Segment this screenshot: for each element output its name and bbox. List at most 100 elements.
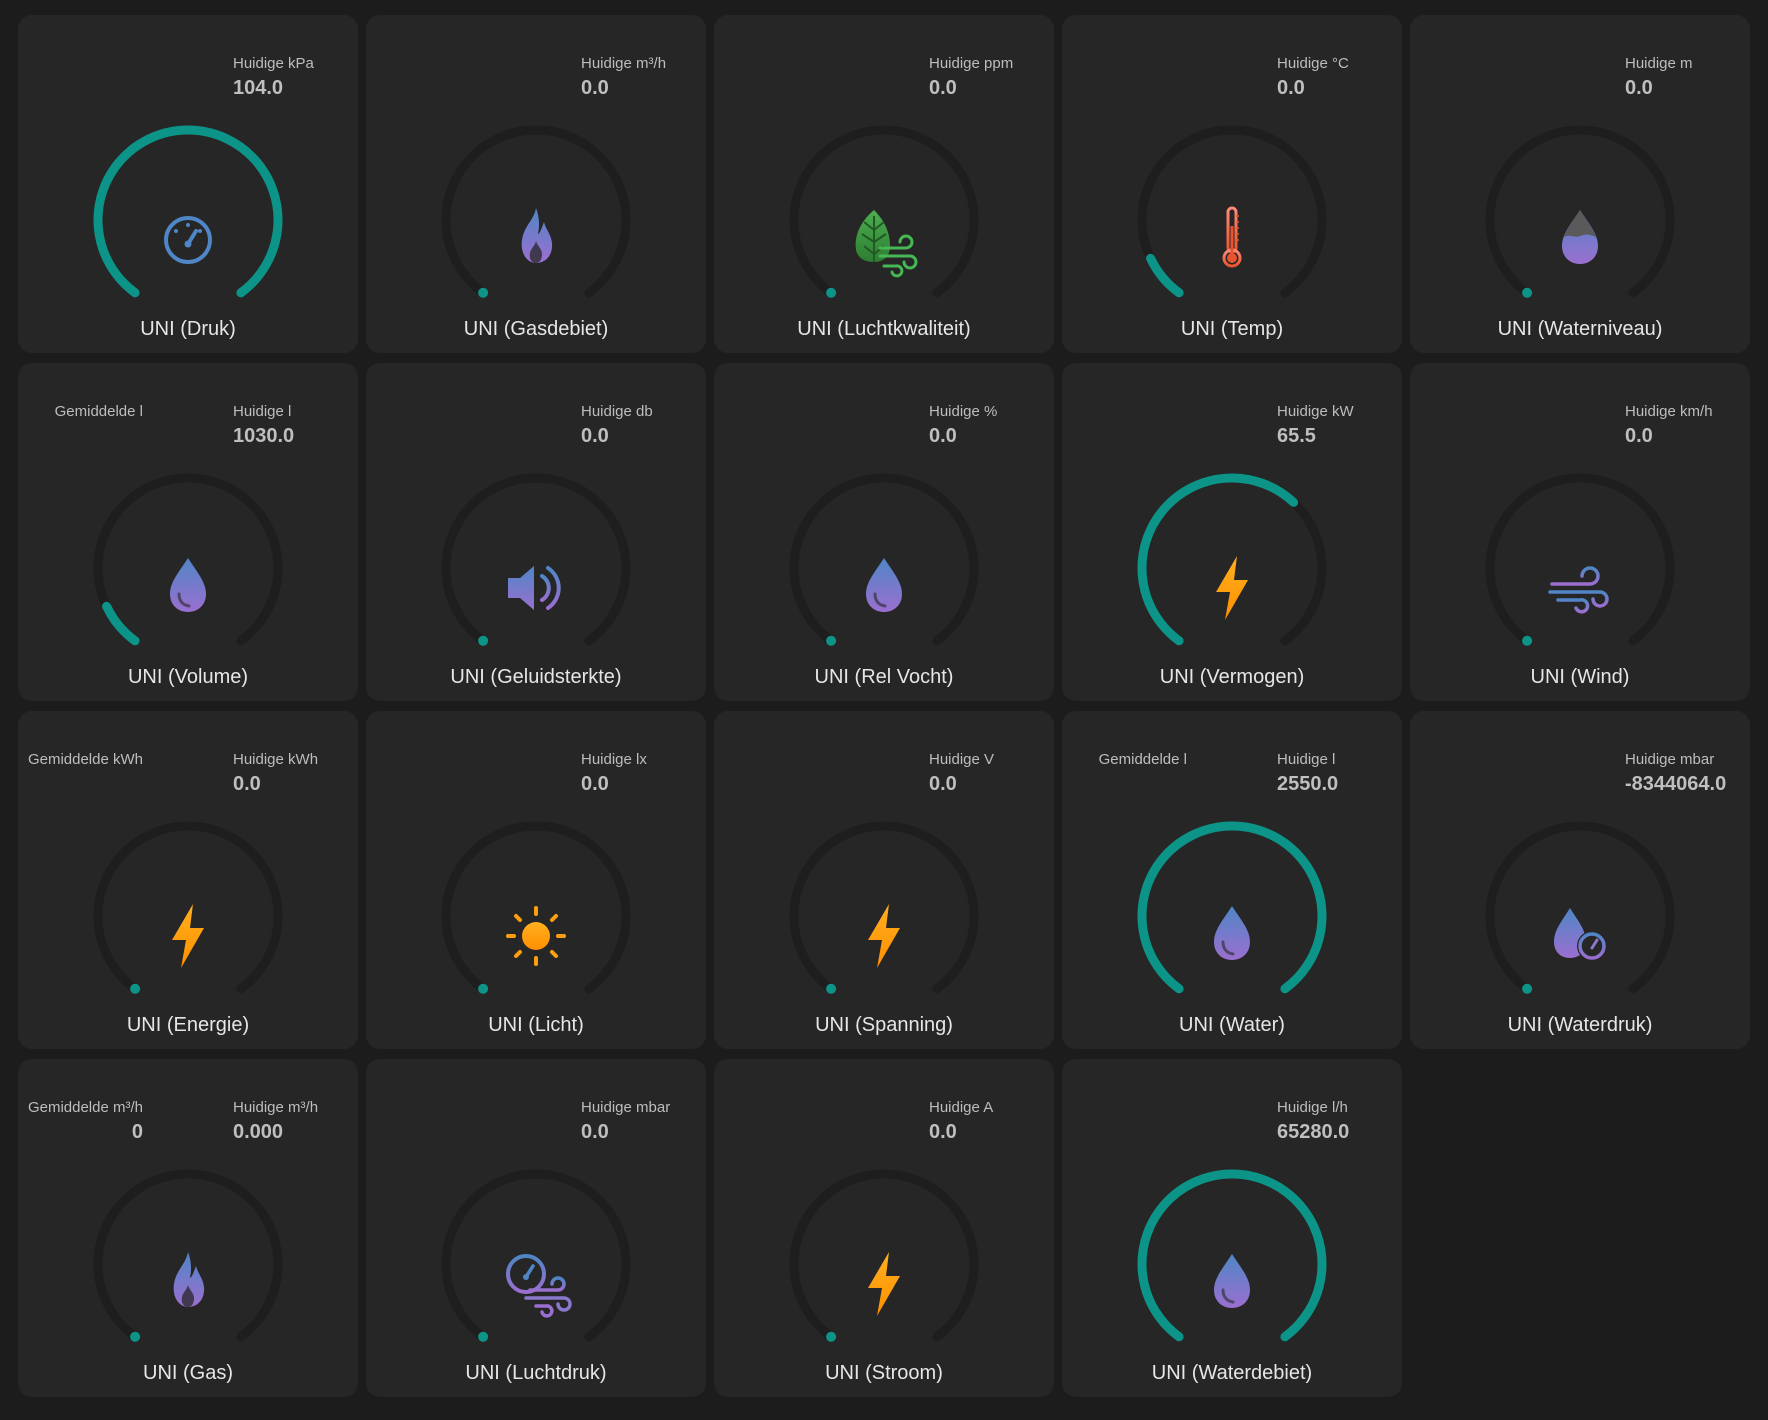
gauge-svg [1137, 125, 1327, 298]
gauge [1132, 816, 1332, 1016]
gauge-fill [1522, 983, 1533, 994]
average-label: Gemiddelde l [1098, 751, 1187, 768]
current-label: Huidige kWh [233, 751, 319, 768]
gauge-svg [1137, 1169, 1327, 1342]
gauge-fill [826, 287, 837, 298]
current-label: Huidige kW [1277, 403, 1354, 420]
sensor-name: UNI (Druk) [140, 318, 236, 340]
lightning-icon [1192, 548, 1272, 628]
gauge-fill [1146, 253, 1184, 298]
gauge [88, 1164, 288, 1364]
current-label: Huidige l [233, 403, 292, 420]
sensor-tile[interactable]: Huidige m 0.0 UNI (Waterniveau) [1410, 15, 1750, 353]
current-stat: Huidige A 0.0 [929, 1099, 993, 1144]
gauge [784, 1164, 984, 1364]
flame-icon [496, 200, 576, 280]
gauge-svg [789, 473, 979, 646]
current-stat: Huidige l 1030.0 [233, 403, 294, 448]
sensor-name: UNI (Gas) [143, 1362, 233, 1384]
sensor-tile[interactable]: Gemiddelde m³/h 0 Huidige m³/h 0.000 UNI… [18, 1059, 358, 1397]
water-drop-icon-svg [1214, 1254, 1250, 1308]
sensor-name: UNI (Waterdruk) [1507, 1014, 1653, 1036]
gauge-svg [93, 125, 283, 298]
leaf-wind-icon-svg [855, 210, 918, 278]
gauge-svg [1485, 821, 1675, 994]
current-value: 0.0 [1277, 77, 1305, 99]
current-stat: Huidige mbar -8344064.0 [1625, 751, 1726, 796]
sensor-tile[interactable]: Huidige mbar 0.0 UNI (Luchtdruk) [366, 1059, 706, 1397]
sensor-tile[interactable]: Huidige V 0.0 UNI (Spanning) [714, 711, 1054, 1049]
current-label: Huidige °C [1277, 55, 1349, 72]
gauge-track [789, 473, 979, 646]
gauge [436, 120, 636, 320]
current-value: -8344064.0 [1625, 773, 1727, 795]
wind-icon [1540, 548, 1620, 628]
gauge [784, 816, 984, 1016]
gauge [1132, 120, 1332, 320]
current-stat: Huidige l 2550.0 [1277, 751, 1338, 796]
gauge [1480, 468, 1680, 668]
sensor-tile[interactable]: Huidige % 0.0 UNI (Rel Vocht) [714, 363, 1054, 701]
current-label: Huidige mbar [581, 1099, 671, 1116]
lightning-icon-svg [172, 904, 204, 968]
gauge-fill [1137, 821, 1327, 994]
sensor-name: UNI (Volume) [127, 666, 249, 688]
sensor-name: UNI (Energie) [126, 1014, 250, 1036]
sensor-tile[interactable]: Gemiddelde l Huidige l 1030.0 UNI (Volum… [18, 363, 358, 701]
water-level-icon [1540, 200, 1620, 280]
sensor-tile[interactable]: Huidige l/h 65280.0 UNI (Waterdebiet) [1062, 1059, 1402, 1397]
gauge-track [789, 821, 979, 994]
sensor-tile[interactable]: Huidige kW 65.5 UNI (Vermogen) [1062, 363, 1402, 701]
sensor-tile[interactable]: Huidige db 0.0 UNI (Geluidsterkte) [366, 363, 706, 701]
current-value: 0.0 [581, 1121, 609, 1143]
current-value: 104.0 [233, 77, 284, 99]
gauge-icon-svg [164, 216, 212, 264]
sensor-tile[interactable]: Gemiddelde l Huidige l 2550.0 UNI (Water… [1062, 711, 1402, 1049]
gauge-svg [789, 125, 979, 298]
gauge-svg [1137, 821, 1327, 994]
sensor-name: UNI (Spanning) [815, 1014, 953, 1036]
current-stat: Huidige kW 65.5 [1277, 403, 1354, 448]
gauge [784, 468, 984, 668]
current-value: 0.0 [233, 773, 261, 795]
sensor-tile[interactable]: Huidige ppm 0.0 UNI (Luchtkwaliteit) [714, 15, 1054, 353]
water-drop-icon-svg [866, 558, 902, 612]
flame-icon-svg [173, 1252, 205, 1307]
gauge [88, 120, 288, 320]
current-stat: Huidige mbar 0.0 [581, 1099, 670, 1144]
average-stat: Gemiddelde m³/h 0 [28, 1099, 143, 1144]
wind-icon-svg [1548, 566, 1609, 614]
gauge [436, 468, 636, 668]
current-stat: Huidige kWh 0.0 [233, 751, 318, 796]
current-label: Huidige km/h [1625, 403, 1713, 420]
sensor-tile[interactable]: Huidige °C 0.0 UNI (Temp) [1062, 15, 1402, 353]
average-label: Gemiddelde m³/h [27, 1099, 143, 1116]
current-label: Huidige % [929, 403, 998, 420]
current-stat: Huidige l/h 65280.0 [1277, 1099, 1349, 1144]
sensor-tile[interactable]: Huidige lx 0.0 UNI (Licht) [366, 711, 706, 1049]
current-label: Huidige V [929, 751, 995, 768]
gauge-fill [130, 983, 141, 994]
gauge-fill [1137, 473, 1299, 646]
current-stat: Huidige V 0.0 [929, 751, 994, 796]
sensor-tile[interactable]: Huidige mbar -8344064.0 UNI (Waterdruk) [1410, 711, 1750, 1049]
gauge-track [789, 1169, 979, 1342]
gauge-fill [1522, 287, 1533, 298]
water-drop-icon [148, 548, 228, 628]
sensor-name: UNI (Temp) [1180, 318, 1284, 340]
water-drop-icon [1192, 1244, 1272, 1324]
gauge-fill [826, 983, 837, 994]
sensor-tile[interactable]: Huidige km/h 0.0 UNI (Wind) [1410, 363, 1750, 701]
gauge-track [441, 473, 631, 646]
gauge-svg [93, 1169, 283, 1342]
sensor-tile[interactable]: Huidige kPa 104.0 UNI (Druk) [18, 15, 358, 353]
sensor-tile[interactable]: Huidige m³/h 0.0 UNI (Gasdebiet) [366, 15, 706, 353]
current-label: Huidige m [1625, 55, 1693, 72]
sensor-name: UNI (Luchtkwaliteit) [797, 318, 971, 340]
sensor-name: UNI (Waterdebiet) [1151, 1362, 1313, 1384]
gauge-svg [789, 1169, 979, 1342]
gauge-svg [1485, 125, 1675, 298]
current-stat: Huidige km/h 0.0 [1625, 403, 1713, 448]
sensor-tile[interactable]: Gemiddelde kWh Huidige kWh 0.0 UNI (Ener… [18, 711, 358, 1049]
sensor-tile[interactable]: Huidige A 0.0 UNI (Stroom) [714, 1059, 1054, 1397]
